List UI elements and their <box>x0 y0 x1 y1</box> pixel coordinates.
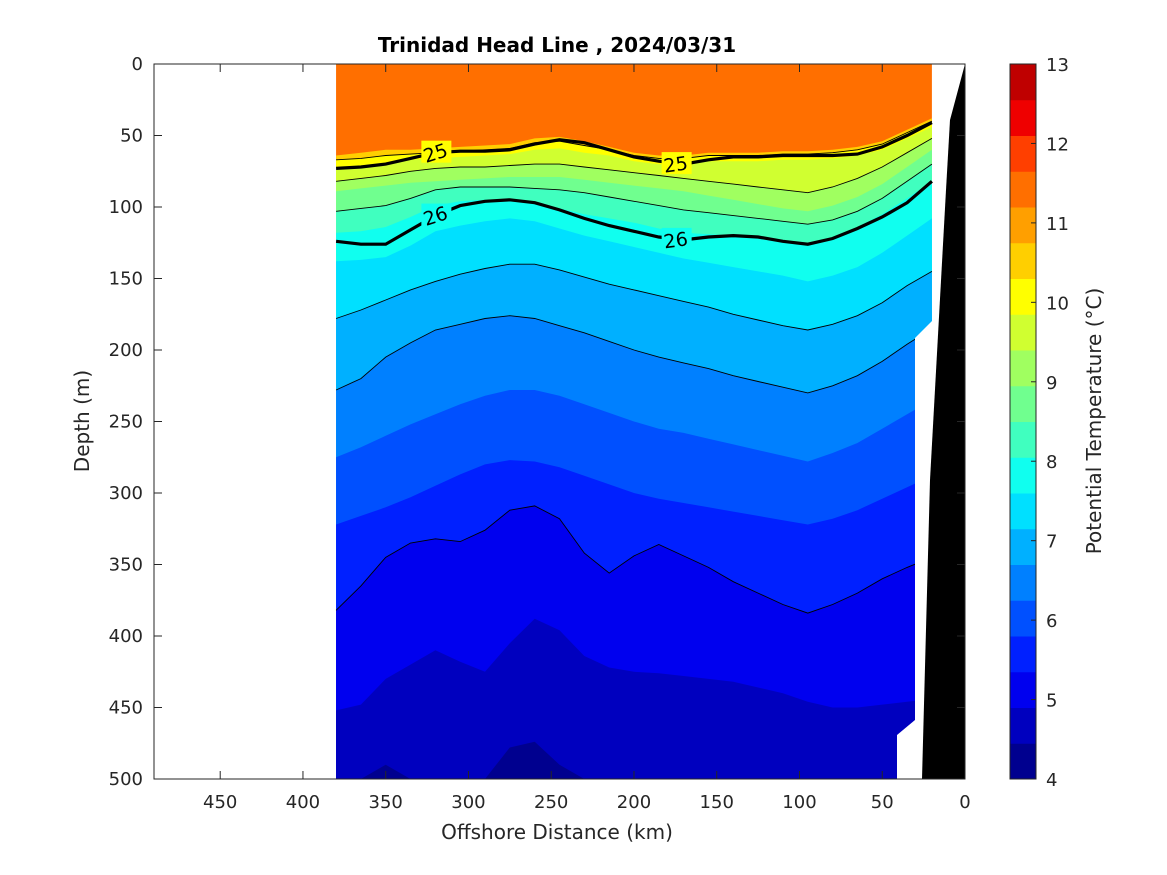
isotherm-line <box>336 163 933 225</box>
colorbar-tick-label: 5 <box>1046 691 1057 712</box>
x-tick-label: 300 <box>451 792 485 813</box>
colorbar-swatch <box>1010 600 1036 637</box>
y-tick-label: 300 <box>109 483 143 504</box>
colorbar-swatch <box>1010 528 1036 565</box>
x-tick-label: 200 <box>617 792 651 813</box>
colorbar-swatch <box>1010 135 1036 172</box>
y-tick-label: 450 <box>109 698 143 719</box>
temperature-band <box>336 618 932 779</box>
colorbar-tick-label: 9 <box>1046 373 1057 394</box>
contour-label: 25 <box>662 153 689 178</box>
colorbar-swatch <box>1010 707 1036 744</box>
chart-title: Trinidad Head Line , 2024/03/31 <box>378 33 736 57</box>
colorbar-swatch <box>1010 99 1036 136</box>
colorbar-tick-label: 8 <box>1046 452 1057 473</box>
colorbar-swatch <box>1010 457 1036 494</box>
x-tick-label: 400 <box>286 792 320 813</box>
colorbar-swatch <box>1010 350 1036 387</box>
x-tick-label: 150 <box>700 792 734 813</box>
y-tick-label: 250 <box>109 412 143 433</box>
colorbar-swatch <box>1010 64 1036 101</box>
colorbar-swatch <box>1010 242 1036 279</box>
temperature-fill-layer <box>336 64 932 779</box>
contour-label: 26 <box>662 228 689 253</box>
colorbar-swatch <box>1010 278 1036 315</box>
y-axis: 0 50 100 150 200 250 300 350 400 450 500 <box>109 54 965 790</box>
contour-label-background <box>421 203 452 226</box>
y-tick-label: 200 <box>109 340 143 361</box>
colorbar-tick-label: 11 <box>1046 214 1069 235</box>
colorbar-tick-label: 7 <box>1046 532 1057 553</box>
temperature-band <box>336 741 932 779</box>
colorbar-swatch <box>1010 421 1036 458</box>
x-tick-label: 350 <box>369 792 403 813</box>
y-tick-label: 100 <box>109 197 143 218</box>
x-axis: 450 400 350 300 250 200 150 100 50 0 <box>203 64 971 813</box>
seafloor-shelf <box>897 64 965 779</box>
colorbar-swatch <box>1010 171 1036 208</box>
colorbar-frame <box>1009 63 1037 780</box>
x-tick-label: 50 <box>871 792 894 813</box>
colorbar-tick-label: 12 <box>1046 134 1069 155</box>
x-tick-label: 250 <box>534 792 568 813</box>
contour-label-background <box>421 140 452 163</box>
colorbar-swatch <box>1010 314 1036 351</box>
colorbar-swatch <box>1010 385 1036 422</box>
isotherm-line <box>335 505 933 614</box>
colorbar-tick-label: 4 <box>1046 770 1057 791</box>
y-tick-label: 400 <box>109 626 143 647</box>
colorbar: 4 5 6 7 8 9 10 11 12 13 <box>1009 55 1069 791</box>
colorbar-title: Potential Temperature (°C) <box>1082 288 1106 555</box>
colorbar-tick-label: 6 <box>1046 611 1057 632</box>
colorbar-swatch <box>1010 636 1036 673</box>
x-axis-title: Offshore Distance (km) <box>441 820 673 844</box>
colorbar-swatch <box>1010 564 1036 601</box>
seafloor <box>922 64 965 779</box>
y-axis-title: Depth (m) <box>70 370 94 472</box>
isotherm-line <box>335 315 933 394</box>
x-tick-label: 100 <box>782 792 816 813</box>
contour-label-background <box>661 152 692 175</box>
y-tick-label: 150 <box>109 269 143 290</box>
colorbar-swatch <box>1010 207 1036 244</box>
x-tick-label: 450 <box>203 792 237 813</box>
colorbar-tick-label: 13 <box>1046 55 1069 76</box>
colorbar-swatch <box>1010 671 1036 708</box>
contour-label-background <box>661 227 692 250</box>
y-tick-label: 50 <box>120 126 143 147</box>
y-tick-label: 500 <box>109 769 143 790</box>
y-tick-label: 0 <box>132 54 143 75</box>
x-tick-label: 0 <box>959 792 970 813</box>
isotherm-line <box>335 263 933 331</box>
y-tick-label: 350 <box>109 555 143 576</box>
colorbar-swatch <box>1010 743 1036 780</box>
colorbar-swatch <box>1010 493 1036 530</box>
isotherm-line <box>336 138 933 194</box>
colorbar-tick-label: 10 <box>1046 293 1069 314</box>
